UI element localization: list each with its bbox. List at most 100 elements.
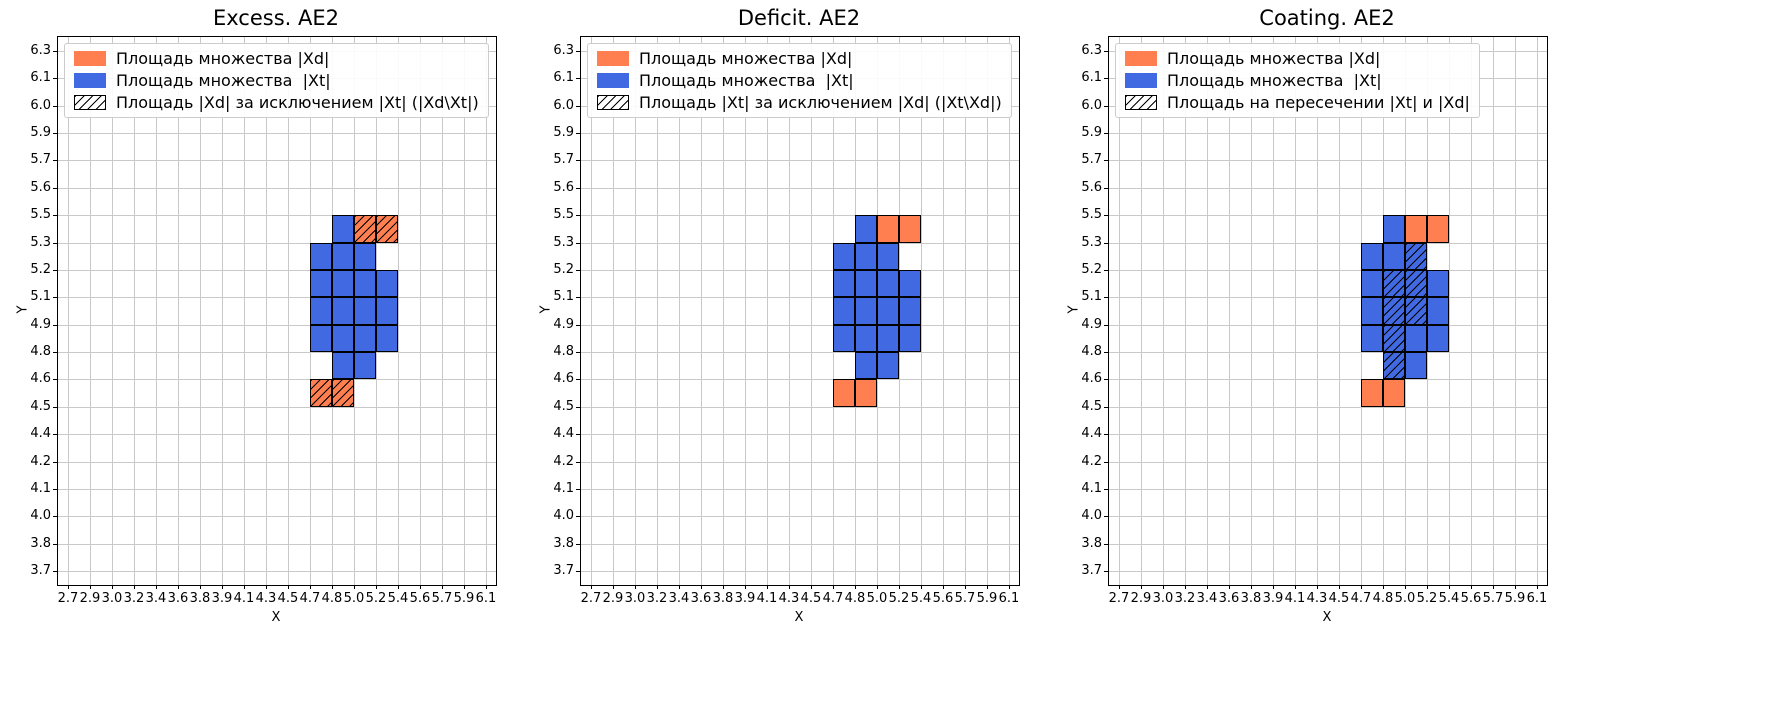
y-tick-label: 5.1 — [1081, 289, 1102, 305]
x-axis-label: X — [794, 610, 804, 625]
x-tick-mark — [767, 585, 768, 589]
x-tick-label: 3.2 — [1174, 591, 1196, 606]
x-tick-mark — [1185, 585, 1186, 589]
gridline-vertical — [1119, 37, 1120, 585]
cell-xt — [332, 242, 354, 270]
gridline-horizontal — [581, 324, 1019, 326]
y-tick-label: 6.0 — [30, 97, 51, 113]
gridline-vertical — [789, 37, 790, 585]
cell-xd — [877, 215, 899, 243]
y-tick-mark — [576, 543, 580, 545]
gridline-vertical — [156, 37, 157, 585]
x-tick-mark — [1141, 585, 1142, 589]
x-tick-label: 3.4 — [1196, 591, 1218, 606]
cell-xt — [354, 324, 376, 353]
x-tick-mark — [635, 585, 636, 589]
cell-xt — [899, 324, 921, 353]
cell-xt — [855, 242, 877, 270]
legend: Площадь множества |Xd| Площадь множества … — [1115, 43, 1480, 118]
gridline-horizontal — [581, 297, 1019, 299]
y-tick-mark — [576, 461, 580, 463]
y-tick-label: 5.1 — [553, 289, 574, 305]
x-tick-label: 4.7 — [1350, 591, 1372, 606]
x-tick-mark — [332, 585, 333, 589]
y-tick-mark — [576, 352, 580, 354]
x-tick-label: 2.9 — [79, 591, 101, 606]
x-tick-label: 3.8 — [189, 591, 211, 606]
y-tick-label: 4.5 — [30, 398, 51, 414]
x-tick-label: 4.1 — [1284, 591, 1306, 606]
y-tick-label: 3.7 — [553, 563, 574, 578]
x-tick-mark — [442, 585, 443, 589]
legend-label: Площадь на пересечении |Xt| и |Xd| — [1167, 93, 1470, 112]
gridline-horizontal — [58, 461, 496, 463]
legend-swatch-xt — [74, 73, 106, 88]
x-tick-mark — [90, 585, 91, 589]
gridline-vertical — [767, 37, 768, 585]
x-tick-mark — [899, 585, 900, 589]
y-tick-mark — [1104, 78, 1108, 80]
x-tick-mark — [1383, 585, 1384, 589]
x-tick-label: 4.5 — [1328, 591, 1350, 606]
x-tick-mark — [1295, 585, 1296, 589]
x-tick-label: 5.0 — [343, 591, 365, 606]
y-tick-mark — [53, 51, 57, 52]
gridline-horizontal — [58, 379, 496, 381]
y-tick-mark — [53, 488, 57, 490]
x-tick-label: 2.9 — [1130, 591, 1152, 606]
y-tick-label: 6.3 — [1081, 43, 1102, 58]
x-tick-label: 3.0 — [624, 591, 646, 606]
gridline-vertical — [987, 37, 988, 585]
y-tick-label: 4.2 — [30, 453, 51, 469]
plot-title: Excess. AE2 — [212, 6, 340, 30]
x-tick-label: 3.2 — [123, 591, 145, 606]
gridline-horizontal — [1109, 571, 1547, 572]
gridline-horizontal — [581, 352, 1019, 354]
subplot-coating: Coating. AE2 Y 2.7 2.9 3.0 3.2 3.4 3.6 3.8 3.9 4… — [1066, 0, 1548, 709]
plot-area: 2.7 2.9 3.0 3.2 3.4 3.6 3.8 3.9 4.1 4.3 4.5 4.7 4.8 5… — [1081, 36, 1548, 606]
cell-xt — [332, 352, 354, 380]
gridline-horizontal — [1109, 434, 1547, 436]
y-tick-label: 5.3 — [30, 234, 51, 250]
y-tick-mark — [53, 461, 57, 463]
x-tick-mark — [200, 585, 201, 589]
gridline-vertical — [1273, 37, 1274, 585]
cell-xt — [1383, 324, 1405, 353]
x-tick-label: 5.7 — [431, 591, 453, 606]
gridline-vertical — [178, 37, 179, 585]
cell-xt — [833, 242, 855, 270]
gridline-horizontal — [1109, 488, 1547, 490]
x-tick-label: 4.7 — [822, 591, 844, 606]
cell-xt — [855, 352, 877, 380]
cell-xt — [1405, 297, 1427, 325]
y-tick-mark — [53, 379, 57, 381]
gridline-horizontal — [581, 406, 1019, 408]
legend-label: Площадь множества |Xt| — [639, 71, 854, 90]
gridline-horizontal — [581, 434, 1019, 436]
cell-xt — [1383, 269, 1405, 298]
y-tick-mark — [53, 105, 57, 107]
y-tick-mark — [576, 379, 580, 381]
gridline-horizontal — [1109, 379, 1547, 381]
legend-item: Площадь множества |Xt| — [74, 71, 479, 90]
y-tick-mark — [576, 51, 580, 52]
gridline-vertical — [68, 37, 69, 585]
cell-xt — [833, 297, 855, 325]
cell-xd — [833, 379, 855, 407]
gridline-vertical — [1339, 37, 1340, 585]
cell-xt — [1383, 297, 1405, 325]
x-tick-label: 3.4 — [668, 591, 690, 606]
gridline-vertical — [1251, 37, 1252, 585]
plot-area: 2.7 2.9 3.0 3.2 3.4 3.6 3.8 3.9 4.1 4.3 4.5 4.7 4.8 5… — [553, 36, 1020, 606]
y-tick-label: 5.7 — [30, 152, 51, 168]
y-tick-mark — [53, 543, 57, 545]
y-tick-mark — [53, 406, 57, 408]
gridline-vertical — [591, 37, 592, 585]
gridline-vertical — [1009, 37, 1010, 585]
cell-xt — [332, 297, 354, 325]
x-tick-label: 5.4 — [910, 591, 932, 606]
x-tick-mark — [1251, 585, 1252, 589]
gridline-horizontal — [58, 242, 496, 244]
legend-item: Площадь множества |Xd| — [597, 49, 1002, 68]
y-tick-mark — [576, 434, 580, 436]
